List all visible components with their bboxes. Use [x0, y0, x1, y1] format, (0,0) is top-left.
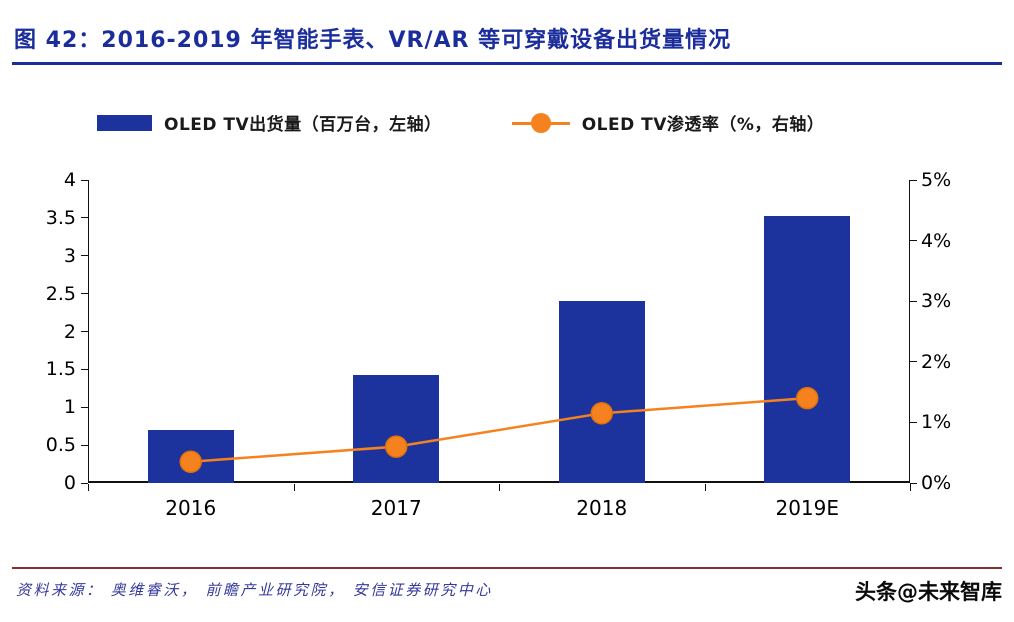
- x-axis-tick: [88, 484, 89, 491]
- y-axis-tick-label-left: 0.5: [45, 434, 76, 457]
- y-axis-tick-left: [81, 482, 88, 484]
- y-axis-tick-label-left: 3.5: [45, 206, 76, 229]
- line-marker-icon: [530, 112, 551, 133]
- y-axis-tick-label-left: 3: [63, 244, 76, 267]
- legend-line-label: OLED TV渗透率（%，右轴）: [581, 115, 825, 135]
- line-series-swatch-icon: [511, 112, 570, 133]
- legend-item-bar-series: OLED TV出货量（百万台，左轴）: [97, 110, 442, 135]
- y-axis-tick-label-left: 0: [63, 472, 76, 494]
- y-axis-tick-left: [81, 217, 88, 219]
- watermark: 头条@未来智库: [855, 580, 1002, 604]
- plot-area: [88, 180, 910, 483]
- y-axis-tick-right: [910, 421, 917, 423]
- y-axis-tick-label-right: 4%: [921, 229, 952, 252]
- x-axis-label: 2018: [576, 496, 628, 520]
- x-axis-tick: [499, 484, 500, 491]
- y-axis-tick-right: [910, 179, 917, 181]
- y-axis-tick-label-left: 1.5: [45, 358, 76, 381]
- y-axis-tick-label-right: 3%: [921, 290, 952, 313]
- y-axis-tick-label-right: 5%: [921, 169, 952, 191]
- y-axis-tick-left: [81, 368, 88, 370]
- y-axis-tick-right: [910, 300, 917, 302]
- x-axis-tick: [293, 484, 295, 491]
- bar-series-swatch-icon: [97, 114, 152, 131]
- y-axis-tick-label-right: 0%: [921, 472, 952, 494]
- legend-bar-label: OLED TV出货量（百万台，左轴）: [164, 115, 442, 135]
- y-axis-tick-label-left: 2: [63, 320, 76, 343]
- y-axis-tick-right: [910, 482, 917, 484]
- penetration-line-series: [179, 386, 819, 474]
- legend-item-line-series: OLED TV渗透率（%，右轴）: [511, 110, 825, 135]
- y-axis-tick-label-right: 1%: [921, 411, 952, 434]
- y-axis-tick-left: [81, 444, 88, 446]
- title-divider: [12, 62, 1002, 65]
- x-axis-tick: [910, 484, 911, 491]
- chart-legend: OLED TV出货量（百万台，左轴） OLED TV渗透率（%，右轴）: [97, 110, 824, 135]
- y-axis-tick-label-left: 4: [63, 169, 76, 191]
- y-axis-tick-left: [81, 331, 88, 332]
- bar-2018: [558, 301, 645, 483]
- y-axis-tick-label-left: 1: [63, 396, 76, 419]
- x-axis-label: 2019E: [775, 496, 840, 520]
- x-axis-label: 2017: [370, 496, 422, 520]
- footer-divider: [12, 567, 1002, 569]
- bar-2019E: [764, 216, 851, 483]
- line-marker-2019E: [796, 386, 819, 410]
- y-axis-tick-right: [910, 361, 917, 363]
- y-axis-tick-left: [81, 406, 88, 408]
- x-axis-label: 2016: [165, 496, 217, 520]
- bar-2017: [353, 375, 440, 483]
- y-axis-tick-left: [81, 255, 88, 257]
- line-marker-2016: [179, 450, 202, 474]
- y-axis-tick-right: [910, 240, 917, 242]
- x-axis-tick: [704, 484, 706, 491]
- y-axis-tick-label-right: 2%: [921, 350, 952, 373]
- y-axis-tick-label-left: 2.5: [45, 282, 76, 305]
- source-note: 资料来源： 奥维睿沃， 前瞻产业研究院， 安信证券研究中心: [16, 581, 493, 599]
- line-marker-2017: [385, 435, 408, 458]
- y-axis-tick-left: [81, 293, 88, 295]
- line-marker-2018: [590, 402, 613, 425]
- figure-title: 图 42：2016-2019 年智能手表、VR/AR 等可穿戴设备出货量情况: [14, 28, 732, 53]
- y-axis-tick-left: [81, 179, 88, 181]
